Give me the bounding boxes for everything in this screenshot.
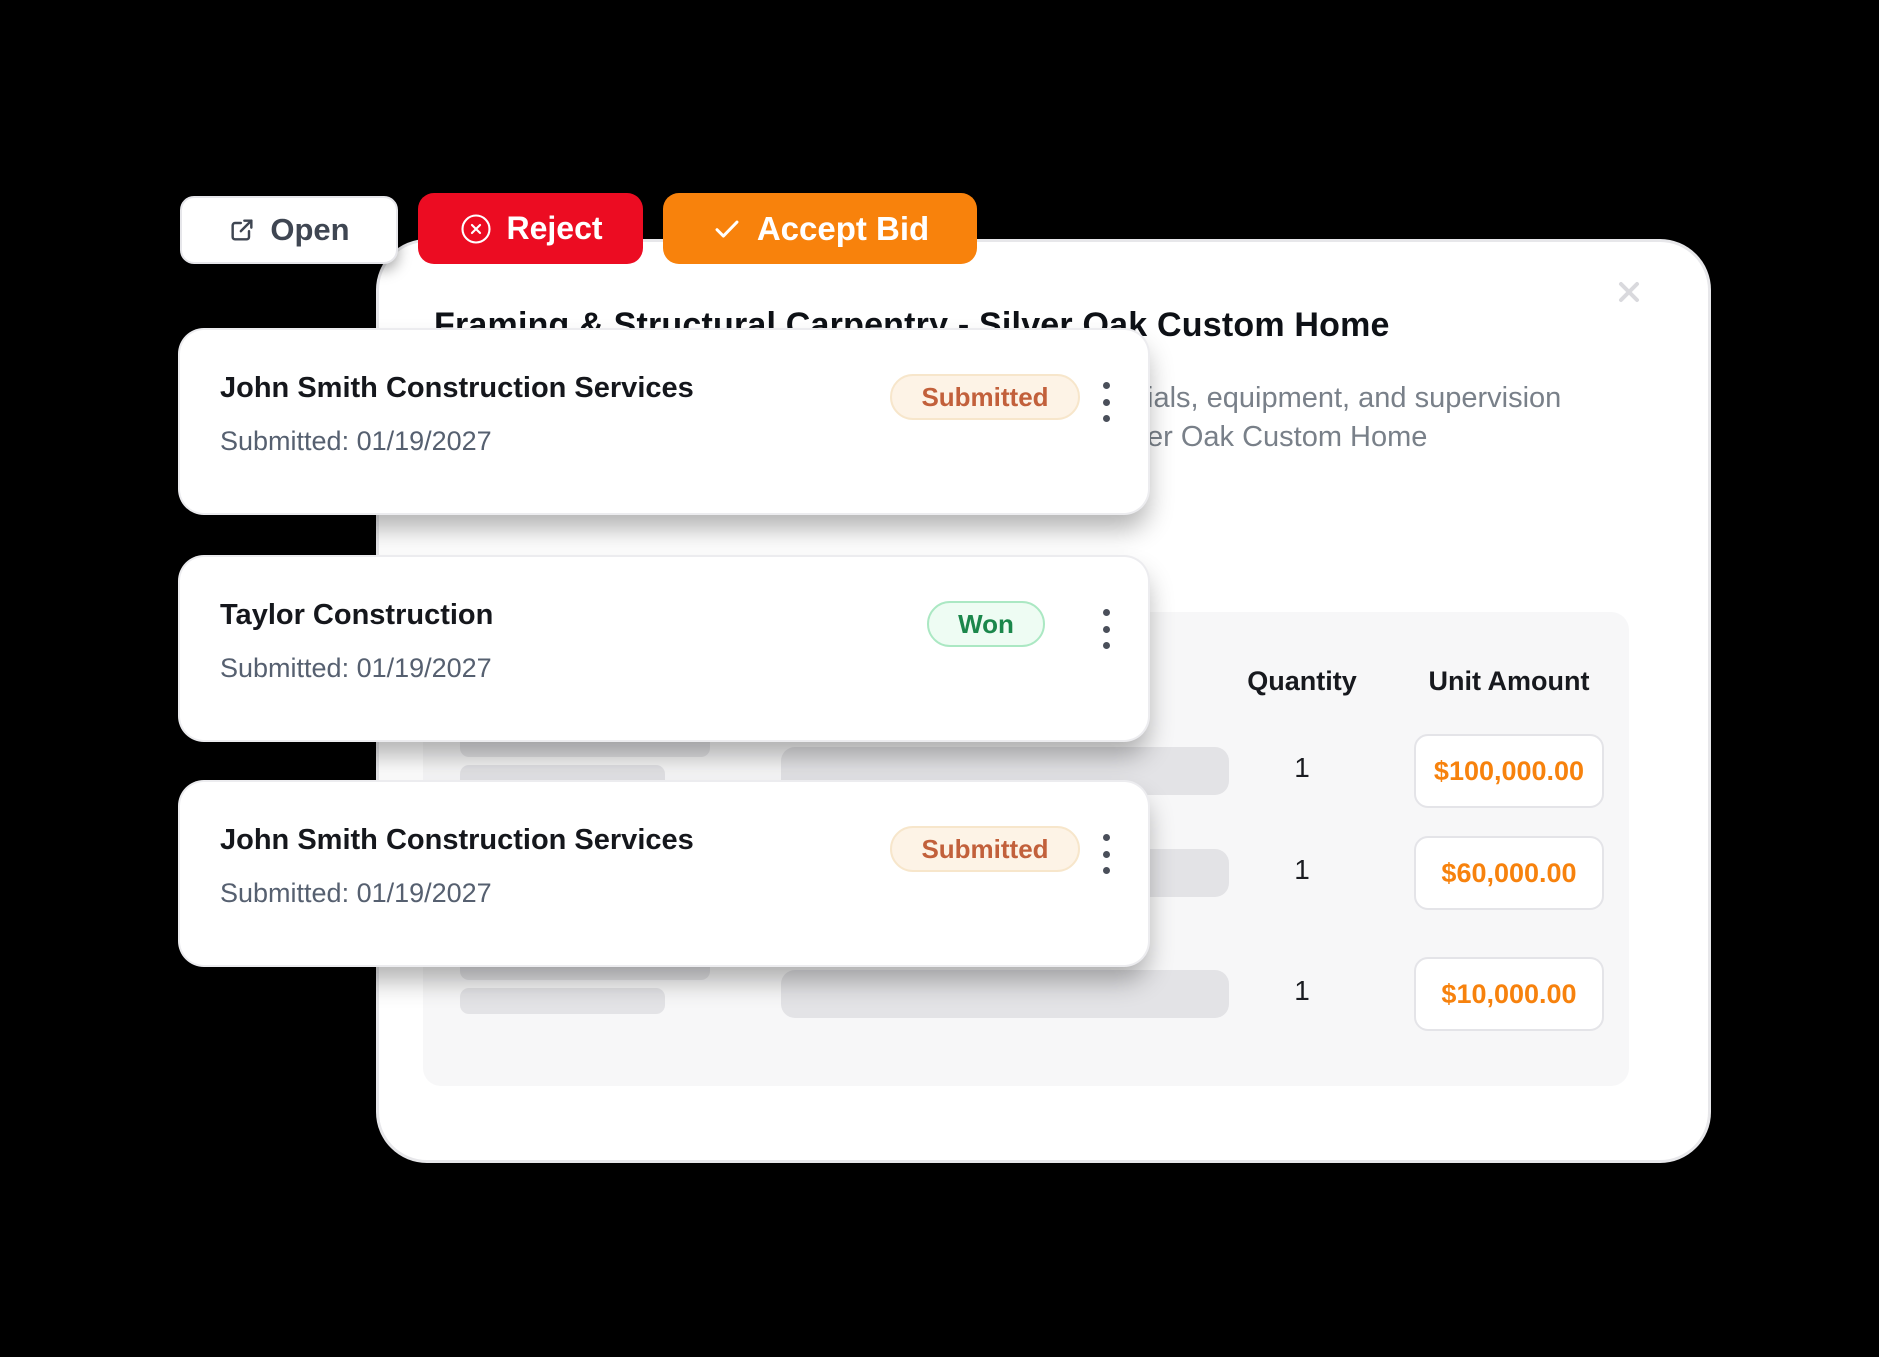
status-badge: Submitted [890, 374, 1080, 420]
skeleton-bar [781, 970, 1229, 1018]
circle-x-icon [458, 211, 494, 247]
status-badge: Won [927, 601, 1045, 647]
accept-bid-button[interactable]: Accept Bid [663, 193, 977, 264]
open-button-label: Open [270, 212, 350, 247]
kebab-menu-icon[interactable] [1095, 609, 1117, 649]
quantity-column-header: Quantity [1247, 666, 1357, 696]
bidder-name: John Smith Construction Services [220, 372, 694, 404]
bid-submitted-date: Submitted: 01/19/2027 [220, 653, 492, 683]
bid-submitted-date: Submitted: 01/19/2027 [220, 878, 492, 908]
bid-card[interactable]: Taylor Construction Submitted: 01/19/202… [180, 557, 1148, 740]
quantity-value: 1 [1294, 752, 1310, 783]
unit-amount-column-header: Unit Amount [1428, 666, 1590, 696]
kebab-menu-icon[interactable] [1095, 834, 1117, 874]
modal-description-line2: er Oak Custom Home [1147, 421, 1428, 453]
unit-amount-field[interactable]: $100,000.00 [1414, 734, 1604, 808]
kebab-menu-icon[interactable] [1095, 382, 1117, 422]
external-link-icon [228, 216, 256, 244]
check-icon [711, 213, 743, 245]
reject-button-label: Reject [506, 210, 603, 246]
bidder-name: Taylor Construction [220, 599, 494, 631]
reject-button[interactable]: Reject [418, 193, 643, 264]
skeleton-line [460, 988, 665, 1014]
bid-card[interactable]: John Smith Construction Services Submitt… [180, 782, 1148, 965]
bidder-name: John Smith Construction Services [220, 824, 694, 856]
quantity-value: 1 [1294, 854, 1310, 885]
quantity-value: 1 [1294, 975, 1310, 1006]
accept-bid-button-label: Accept Bid [756, 209, 930, 247]
status-badge: Submitted [890, 826, 1080, 872]
bid-submitted-date: Submitted: 01/19/2027 [220, 426, 492, 456]
modal-description-line1: ials, equipment, and supervision [1147, 382, 1562, 414]
bid-card[interactable]: John Smith Construction Services Submitt… [180, 330, 1148, 513]
close-icon[interactable] [1611, 274, 1647, 310]
unit-amount-field[interactable]: $10,000.00 [1414, 957, 1604, 1031]
open-button[interactable]: Open [180, 196, 398, 264]
unit-amount-field[interactable]: $60,000.00 [1414, 836, 1604, 910]
